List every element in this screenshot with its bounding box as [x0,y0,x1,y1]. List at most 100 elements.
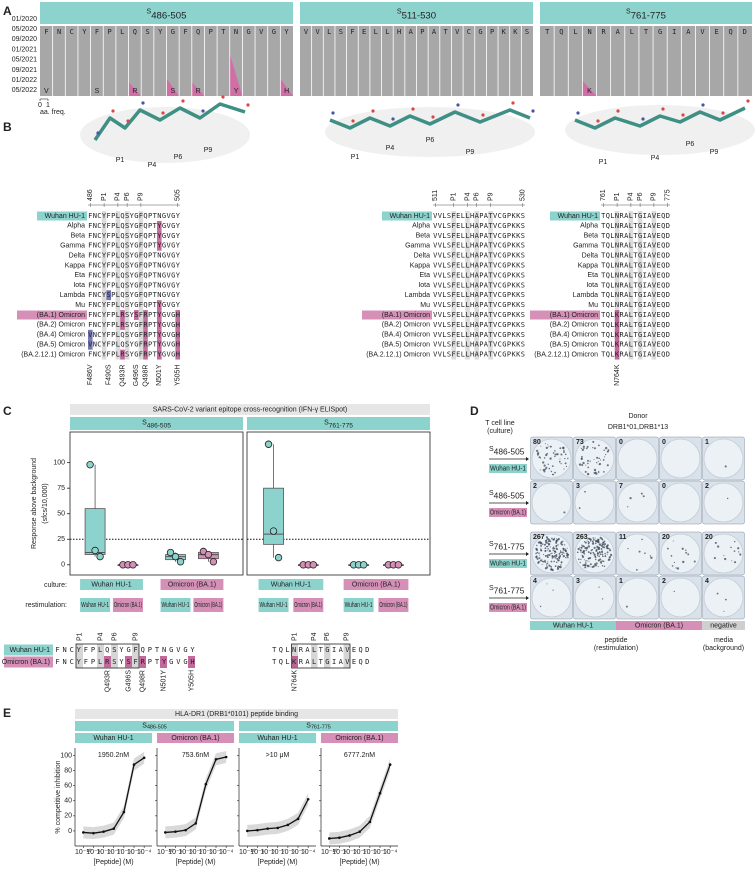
binding-point [92,831,95,835]
well [660,482,701,523]
well [574,438,615,479]
aligned-sequence: VVLSFELLHAPATVCGPKKS [433,331,525,339]
spot-count: 263 [576,534,588,541]
variant-highlight [4,656,53,668]
spot [592,551,594,554]
pocket-label: P1 [599,159,608,166]
freq-tick-label: 0 [38,102,42,109]
mutation-cell [291,656,298,668]
x-tick-label: 10⁻⁷ [353,849,367,856]
x-tick-label: 10⁻¹⁰ [239,848,256,856]
pocket-label: P4 [651,155,660,162]
spot [604,555,607,558]
spot [601,538,604,541]
freq-tick-label: 1 [46,102,50,109]
aligned-sequence: VVLSFELLHAPATVCGPKKS [433,271,525,279]
epitope-letter: S [626,9,631,16]
strain-name: Omicron (BA.1) [635,622,683,629]
spot [642,495,645,498]
side-chain-atom [746,99,750,103]
variant-name: Kappa [65,262,85,269]
aligned-sequence: FNCYFPLQSYGFQPTNGVGY [88,281,181,289]
spot [564,457,566,460]
spot [597,444,600,447]
spot [545,466,548,469]
epitope-header [247,417,430,430]
spot [586,445,589,448]
spot [713,557,716,560]
spot [564,544,566,546]
spot [550,560,553,563]
spot [596,461,598,464]
panel-label: C [3,404,12,418]
strain-name: Wuhan HU-1 [81,602,109,609]
position-label: 505 [175,189,182,201]
x-tick-label: 10⁻⁹ [168,849,182,856]
aligned-sequence: FNCYFPLQSYGFQPTNGVGY [88,212,181,220]
strain-name: Wuhan HU-1 [345,602,373,609]
spot [586,560,588,562]
spot [557,559,560,562]
x-tick-label: 10⁻⁶ [281,849,295,856]
spot [687,553,690,556]
spot [558,557,561,560]
spot [601,543,603,545]
strain-box [321,733,398,743]
spot [548,467,551,470]
spot-count: 3 [576,483,580,490]
spot [587,540,590,543]
date-label: 01/2022 [12,77,37,84]
epitope-range: 761-775 [329,422,354,429]
spot [600,544,603,547]
spot [555,545,558,547]
spot [672,540,674,542]
aligned-sequence: VVLSFELLHAPATVCGPKKS [433,291,525,299]
x-tick-label: 10⁻⁶ [199,849,213,856]
aligned-sequence: VVLSFELLHAPATVCGPKKS [433,262,525,270]
spot [592,542,594,544]
spot [559,555,562,557]
protein-surface [325,107,535,157]
spot [557,544,559,546]
spot [555,538,557,540]
strain-box [80,579,143,590]
aligned-sequence: VVLSFELLHAPATVCGPKKS [433,242,525,250]
epitope-letter: S [324,419,329,426]
spot [541,563,543,565]
binding-point [338,836,341,840]
variant-frequency [191,82,205,96]
binding-point [174,830,177,833]
spot [538,456,541,459]
x-tick-label: 10⁻⁹ [86,849,100,856]
variant-name: (BA.5) Omicron [550,342,598,349]
spot [540,543,542,545]
spot [536,551,539,554]
pocket-column [97,644,104,668]
panel-label: A [3,4,12,18]
strain-name: Omicron (BA.1) [168,581,216,588]
spot [604,552,606,555]
mutation-label: Q498R [142,365,149,387]
aligned-sequence: VVLSFELLHAPATVCGPKKS [433,281,525,289]
x-axis-label: [Peptide] (M) [339,859,379,866]
spot [604,446,608,450]
spot [638,550,641,553]
binding-point [276,826,280,830]
mutation-cell [614,329,620,340]
spot [578,546,580,548]
spot [600,459,602,461]
variant-name: Alpha [580,223,598,230]
position-label: 530 [520,189,527,201]
culture-subtitle: (culture) [487,428,513,435]
x-tick-label: 10⁻⁶ [363,849,377,856]
mutation-cell [157,240,162,251]
strain-box [160,579,224,590]
pocket-column [132,644,139,668]
epitope-name: S761-775 [489,585,525,596]
spot [583,559,585,561]
panel-label: B [3,120,12,134]
spot [584,564,586,567]
protein-surface [80,107,250,163]
pocket-column [637,211,643,360]
strain-name: negative [710,622,737,629]
